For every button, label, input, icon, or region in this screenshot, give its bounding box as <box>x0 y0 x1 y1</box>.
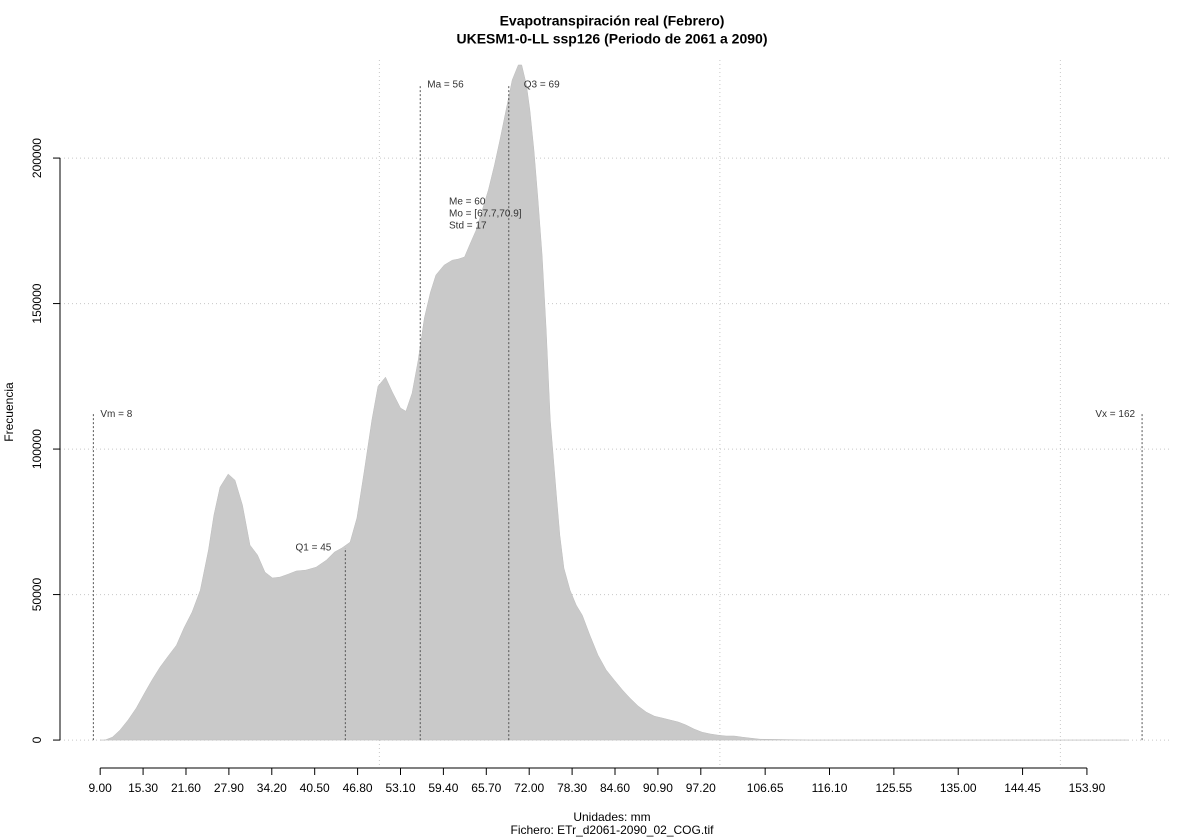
x-tick-label: 78.30 <box>557 781 587 795</box>
chart-title: Evapotranspiración real (Febrero) <box>500 13 725 29</box>
x-tick-label: 153.90 <box>1069 781 1106 795</box>
annotation-label: Vm = 8 <box>100 409 132 420</box>
x-tick-label: 135.00 <box>940 781 977 795</box>
x-tick-label: 84.60 <box>600 781 630 795</box>
x-tick-label: 59.40 <box>428 781 458 795</box>
caption: Fichero: ETr_d2061-2090_02_COG.tif <box>511 823 715 837</box>
x-tick-label: 65.70 <box>471 781 501 795</box>
x-tick-label: 144.45 <box>1004 781 1041 795</box>
x-tick-label: 9.00 <box>88 781 112 795</box>
y-axis-label: Frecuencia <box>2 382 16 442</box>
annotation-label: Vx = 162 <box>1095 409 1135 420</box>
stats-label: Me = 60 <box>449 197 486 208</box>
x-tick-label: 106.65 <box>747 781 784 795</box>
x-tick-label: 90.90 <box>643 781 673 795</box>
x-tick-label: 72.00 <box>514 781 544 795</box>
y-tick-label: 0 <box>30 736 44 743</box>
x-tick-label: 21.60 <box>171 781 201 795</box>
x-tick-label: 15.30 <box>128 781 158 795</box>
y-tick-label: 50000 <box>30 578 44 612</box>
annotation-label: Ma = 56 <box>427 80 464 91</box>
stats-label: Mo = [67.7,70.9] <box>449 209 522 220</box>
x-tick-label: 53.10 <box>385 781 415 795</box>
x-tick-label: 116.10 <box>812 781 848 795</box>
x-tick-label: 46.80 <box>343 781 373 795</box>
annotation-label: Q3 = 69 <box>524 80 560 91</box>
stats-label: Std = 17 <box>449 221 487 232</box>
x-tick-label: 27.90 <box>214 781 244 795</box>
x-tick-label: 125.55 <box>876 781 913 795</box>
y-tick-label: 200000 <box>30 138 44 178</box>
x-tick-label: 34.20 <box>257 781 287 795</box>
density-area <box>100 64 1129 741</box>
annotation-label: Q1 = 45 <box>295 543 331 554</box>
y-tick-label: 150000 <box>30 283 44 323</box>
y-tick-label: 100000 <box>30 429 44 469</box>
chart-subtitle: UKESM1-0-LL ssp126 (Periodo de 2061 a 20… <box>457 31 768 47</box>
x-tick-label: 40.50 <box>300 781 330 795</box>
x-tick-label: 97.20 <box>686 781 716 795</box>
x-axis-label: Unidades: mm <box>573 810 650 824</box>
